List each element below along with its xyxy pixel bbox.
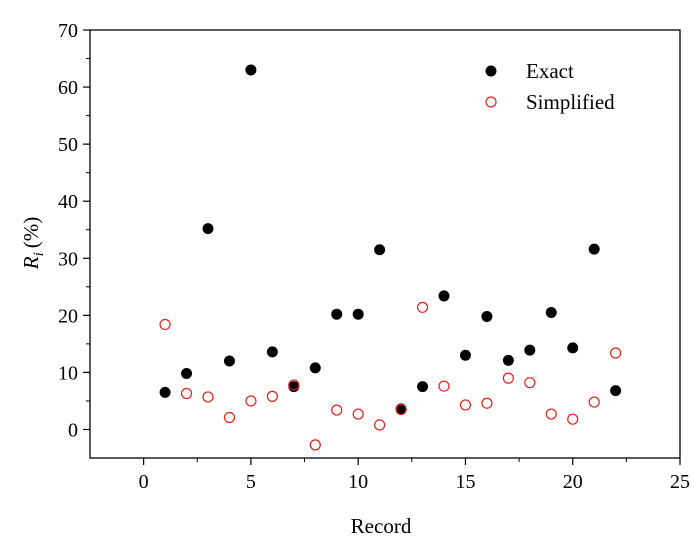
x-tick-label: 15 (455, 471, 475, 493)
plot-border (89, 29, 681, 459)
y-axis-title-main: R (19, 256, 43, 270)
x-tick-label: 5 (246, 471, 256, 493)
simplified-point-12 (395, 403, 407, 416)
exact-point-18 (524, 344, 536, 356)
exact-point-13 (417, 381, 429, 393)
svg-text:Ri(%): Ri (%) (19, 217, 47, 270)
exact-point-10 (352, 308, 364, 320)
exact-point-4 (223, 355, 235, 367)
exact-point-9 (331, 308, 343, 320)
exact-point-19 (545, 306, 557, 318)
y-tick-label: 70 (58, 20, 78, 42)
exact-point-16 (481, 310, 493, 322)
simplified-point-22 (610, 347, 622, 359)
legend-label-simplified: Simplified (526, 90, 615, 114)
y-tick-label: 60 (58, 77, 78, 99)
x-tick-label: 20 (563, 471, 583, 493)
exact-point-3 (202, 223, 214, 235)
plot-frame (89, 29, 681, 459)
exact-point-11 (374, 244, 386, 256)
x-axis: 0 5 10 15 20 25 (139, 458, 690, 493)
exact-point-15 (459, 349, 471, 361)
y-tick-label: 0 (68, 419, 78, 441)
simplified-point-20 (567, 413, 579, 425)
simplified-point-19 (545, 408, 557, 420)
simplified-point-7 (288, 379, 300, 391)
simplified-point-5 (245, 395, 257, 407)
simplified-point-16 (481, 397, 493, 409)
y-tick-label: 20 (58, 305, 78, 327)
exact-point-17 (502, 354, 514, 366)
simplified-point-6 (266, 390, 278, 402)
y-axis-title-subscript: i (31, 252, 47, 256)
simplified-point-21 (588, 396, 600, 408)
y-axis-title: Ri (%) (19, 217, 47, 270)
y-tick-label: 40 (58, 191, 78, 213)
y-tick-label: 10 (58, 362, 78, 384)
exact-point-21 (588, 243, 600, 255)
exact-point-6 (266, 346, 278, 358)
y-axis: 0 10 20 30 40 50 60 70 (58, 20, 90, 441)
simplified-point-11 (374, 419, 386, 431)
simplified-point-18 (524, 377, 536, 389)
legend: Exact Simplified (485, 59, 615, 114)
simplified-point-2 (180, 387, 193, 400)
y-tick-label: 30 (58, 248, 78, 270)
simplified-point-3 (202, 391, 214, 403)
y-tick-label: 50 (58, 134, 78, 156)
simplified-point-15 (459, 399, 472, 411)
y-axis-title-unit: (%) (19, 217, 43, 248)
legend-label-exact: Exact (526, 59, 574, 83)
exact-point-2 (181, 368, 193, 380)
simplified-point-9 (331, 404, 343, 416)
x-tick-label: 0 (139, 471, 149, 493)
x-tick-label: 25 (670, 471, 690, 493)
exact-point-8 (309, 362, 321, 374)
exact-point-20 (567, 342, 579, 354)
simplified-point-4 (223, 411, 236, 424)
simplified-point-8 (309, 439, 321, 451)
x-axis-title: Record (351, 514, 412, 538)
exact-point-12 (395, 403, 407, 415)
exact-point-5 (245, 64, 257, 76)
exact-point-1 (159, 386, 171, 398)
simplified-point-10 (352, 408, 364, 420)
simplified-point-14 (438, 380, 450, 392)
simplified-point-13 (416, 301, 429, 313)
legend-marker-exact (485, 65, 497, 77)
simplified-point-17 (502, 372, 514, 384)
exact-point-14 (438, 290, 450, 302)
legend-marker-simplified (485, 96, 497, 108)
x-tick-label: 10 (348, 471, 368, 493)
data-points (159, 64, 622, 451)
simplified-point-1 (159, 318, 171, 331)
exact-point-22 (610, 385, 622, 397)
